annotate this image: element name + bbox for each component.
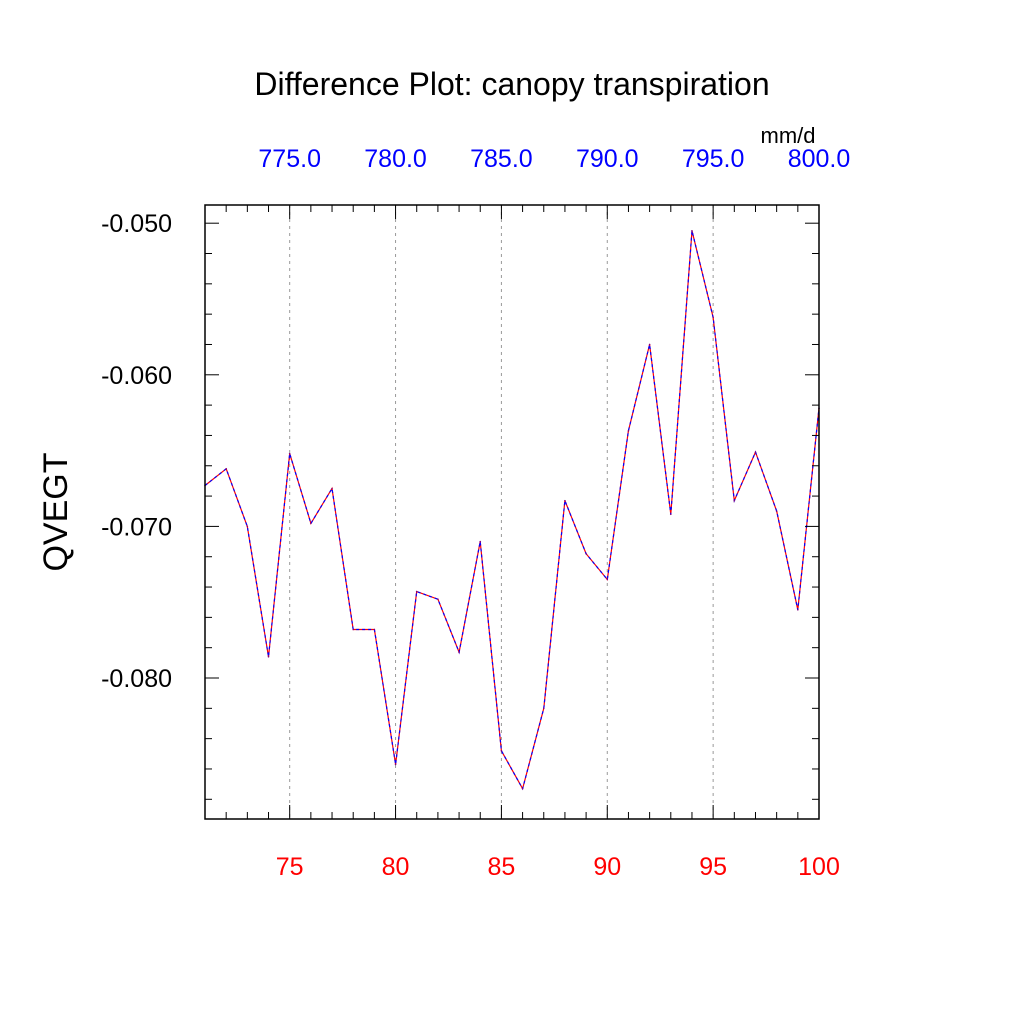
y-axis-label: QVEGT — [37, 452, 75, 571]
y-tick-label: -0.080 — [101, 665, 172, 693]
data-point — [733, 499, 736, 502]
x-tick-label-top: 795.0 — [682, 145, 745, 173]
data-point — [415, 590, 418, 593]
units-label: mm/d — [761, 123, 816, 148]
data-point — [458, 651, 460, 654]
x-tick-label-top: 775.0 — [258, 145, 321, 173]
data-point — [267, 655, 270, 658]
x-tick-label-top: 790.0 — [576, 145, 639, 173]
data-point — [479, 540, 482, 543]
data-point — [585, 552, 587, 555]
data-series — [204, 229, 820, 791]
data-point — [500, 749, 503, 752]
plot-frame — [204, 204, 820, 820]
series-line-blue — [204, 230, 820, 791]
chart-title: Difference Plot: canopy transpiration — [254, 66, 769, 102]
x-tick-label-top: 780.0 — [364, 145, 427, 173]
axis-ticks — [204, 205, 820, 819]
data-point — [712, 316, 714, 318]
x-tick-label-top: 800.0 — [788, 145, 851, 173]
x-tick-label-bottom: 80 — [382, 853, 410, 881]
data-point — [627, 430, 630, 432]
data-point — [394, 763, 397, 766]
x-tick-label-bottom: 75 — [276, 853, 304, 881]
data-point — [373, 628, 376, 631]
grid-lines — [289, 205, 714, 819]
data-point — [606, 578, 609, 581]
data-point — [564, 499, 566, 502]
data-point — [288, 452, 291, 455]
data-point — [310, 522, 312, 525]
data-point — [648, 343, 651, 346]
data-point — [521, 787, 524, 790]
series-line-red — [204, 230, 820, 791]
x-tick-label-bottom: 85 — [488, 853, 516, 881]
data-point — [225, 467, 227, 470]
data-point — [775, 510, 778, 513]
data-point — [352, 628, 355, 631]
data-point — [691, 229, 693, 232]
x-tick-label-bottom: 95 — [699, 853, 727, 881]
data-point — [797, 608, 799, 611]
y-tick-label: -0.070 — [101, 513, 172, 541]
data-point — [754, 451, 757, 453]
x-tick-label-bottom: 100 — [798, 853, 840, 881]
x-tick-label-bottom: 90 — [593, 853, 621, 881]
data-point — [331, 487, 333, 490]
y-tick-label: -0.060 — [101, 362, 172, 390]
data-point — [246, 525, 249, 528]
y-tick-label: -0.050 — [101, 210, 172, 238]
data-point — [542, 707, 545, 710]
tick-labels: 75 80 85 90 95 100 775.0 780.0 785.0 790.0 795.0 80… — [101, 145, 850, 881]
data-point — [669, 513, 672, 516]
data-point — [437, 598, 439, 600]
x-tick-label-top: 785.0 — [470, 145, 533, 173]
